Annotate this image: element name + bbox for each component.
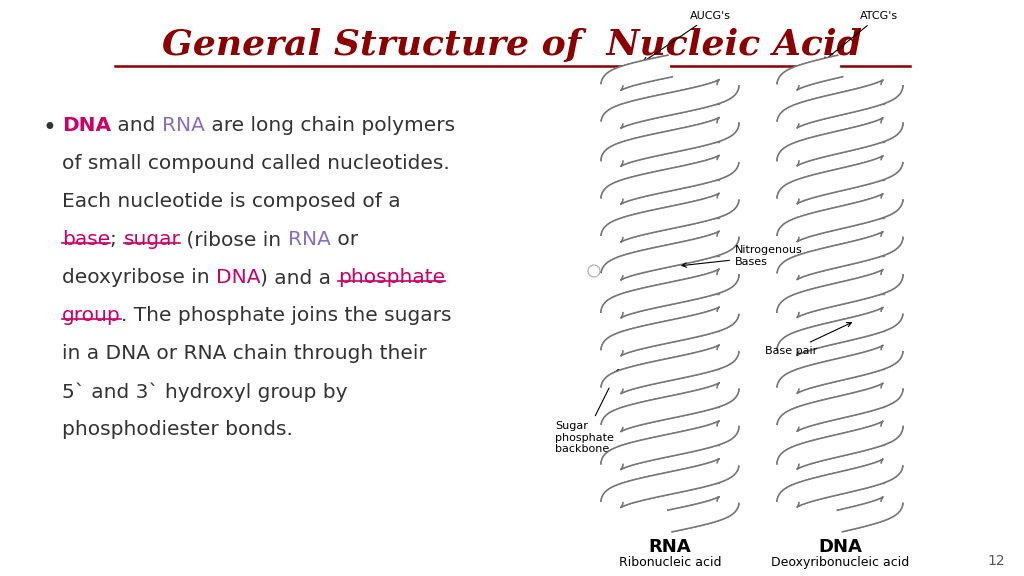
Polygon shape bbox=[777, 55, 843, 90]
Text: (ribose in: (ribose in bbox=[180, 230, 288, 249]
Polygon shape bbox=[601, 55, 672, 90]
Polygon shape bbox=[601, 458, 739, 507]
Text: are long chain polymers: are long chain polymers bbox=[205, 116, 455, 135]
Polygon shape bbox=[777, 232, 903, 279]
Polygon shape bbox=[601, 345, 739, 393]
Polygon shape bbox=[777, 459, 903, 507]
Polygon shape bbox=[601, 79, 739, 128]
Text: ;: ; bbox=[111, 230, 124, 249]
Polygon shape bbox=[601, 55, 672, 90]
Text: group: group bbox=[62, 306, 121, 325]
Text: Each nucleotide is composed of a: Each nucleotide is composed of a bbox=[62, 192, 400, 211]
Text: deoxyribose in: deoxyribose in bbox=[62, 268, 216, 287]
Polygon shape bbox=[601, 156, 739, 204]
Polygon shape bbox=[777, 421, 903, 469]
Text: DNA: DNA bbox=[818, 538, 862, 556]
Polygon shape bbox=[777, 270, 903, 317]
Polygon shape bbox=[777, 270, 903, 317]
Text: RNA: RNA bbox=[162, 116, 205, 135]
Polygon shape bbox=[601, 118, 739, 166]
Polygon shape bbox=[601, 421, 739, 469]
Polygon shape bbox=[601, 269, 739, 318]
Polygon shape bbox=[601, 79, 739, 128]
Polygon shape bbox=[777, 346, 903, 393]
Text: ATCG's: ATCG's bbox=[823, 11, 898, 62]
Text: sugar: sugar bbox=[124, 230, 180, 249]
Text: General Structure of  Nucleic Acid: General Structure of Nucleic Acid bbox=[162, 28, 862, 62]
Polygon shape bbox=[777, 308, 903, 355]
Polygon shape bbox=[601, 383, 739, 431]
Polygon shape bbox=[601, 194, 739, 242]
Polygon shape bbox=[777, 194, 903, 242]
Polygon shape bbox=[777, 346, 903, 393]
Polygon shape bbox=[777, 80, 903, 128]
Polygon shape bbox=[601, 231, 739, 280]
Text: base: base bbox=[62, 230, 111, 249]
Text: DNA: DNA bbox=[62, 116, 112, 135]
Polygon shape bbox=[601, 231, 739, 280]
Polygon shape bbox=[777, 156, 903, 204]
Text: or: or bbox=[331, 230, 357, 249]
Polygon shape bbox=[777, 459, 903, 507]
Polygon shape bbox=[601, 156, 739, 204]
Text: Deoxyribonucleic acid: Deoxyribonucleic acid bbox=[771, 556, 909, 569]
Text: . The phosphate joins the sugars: . The phosphate joins the sugars bbox=[121, 306, 452, 325]
Polygon shape bbox=[668, 497, 739, 532]
Polygon shape bbox=[777, 232, 903, 279]
Polygon shape bbox=[601, 383, 739, 431]
Polygon shape bbox=[777, 194, 903, 242]
Text: phosphate: phosphate bbox=[338, 268, 445, 287]
Polygon shape bbox=[777, 383, 903, 431]
Text: 12: 12 bbox=[987, 554, 1005, 568]
Polygon shape bbox=[601, 307, 739, 356]
Polygon shape bbox=[668, 497, 739, 532]
Polygon shape bbox=[777, 156, 903, 204]
Text: •: • bbox=[42, 116, 56, 140]
Text: Nitrogenous
Bases: Nitrogenous Bases bbox=[682, 245, 803, 267]
Polygon shape bbox=[601, 118, 739, 166]
Text: phosphodiester bonds.: phosphodiester bonds. bbox=[62, 420, 293, 439]
Polygon shape bbox=[777, 55, 843, 90]
Polygon shape bbox=[777, 80, 903, 128]
Polygon shape bbox=[838, 497, 903, 532]
Text: of small compound called nucleotides.: of small compound called nucleotides. bbox=[62, 154, 450, 173]
Text: DNA: DNA bbox=[216, 268, 260, 287]
Polygon shape bbox=[601, 307, 739, 356]
Text: AUCG's: AUCG's bbox=[643, 11, 731, 62]
Polygon shape bbox=[601, 269, 739, 318]
Polygon shape bbox=[601, 194, 739, 242]
Text: ) and a: ) and a bbox=[260, 268, 338, 287]
Polygon shape bbox=[777, 118, 903, 166]
Polygon shape bbox=[777, 383, 903, 431]
Text: Base pair: Base pair bbox=[765, 323, 851, 356]
Text: RNA: RNA bbox=[288, 230, 331, 249]
Polygon shape bbox=[601, 458, 739, 507]
Polygon shape bbox=[777, 421, 903, 469]
Text: and: and bbox=[112, 116, 162, 135]
Text: 5` and 3` hydroxyl group by: 5` and 3` hydroxyl group by bbox=[62, 382, 347, 401]
Text: RNA: RNA bbox=[648, 538, 691, 556]
Polygon shape bbox=[777, 308, 903, 355]
Text: Sugar
phosphate
backbone: Sugar phosphate backbone bbox=[555, 370, 618, 454]
Text: Ribonucleic acid: Ribonucleic acid bbox=[618, 556, 721, 569]
Text: in a DNA or RNA chain through their: in a DNA or RNA chain through their bbox=[62, 344, 427, 363]
Polygon shape bbox=[838, 497, 903, 532]
Polygon shape bbox=[601, 345, 739, 393]
Polygon shape bbox=[777, 118, 903, 166]
Polygon shape bbox=[601, 421, 739, 469]
